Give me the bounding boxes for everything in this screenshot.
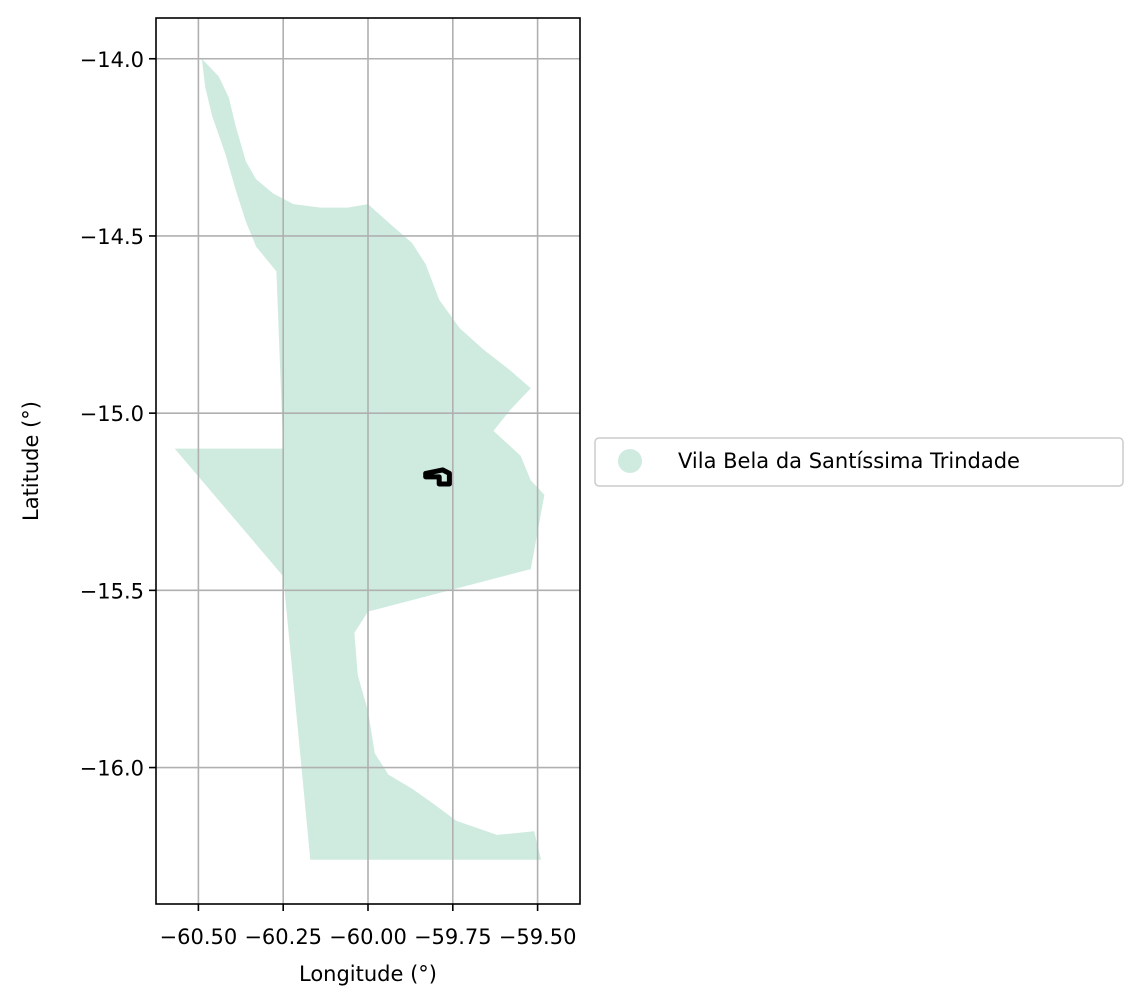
y-axis-ticks: −14.0 −14.5 −15.0 −15.5 −16.0 — [80, 48, 156, 781]
y-tick-label: −14.0 — [80, 48, 144, 72]
x-tick-label: −60.50 — [160, 925, 238, 949]
region-polygon — [174, 58, 545, 860]
x-tick-label: −60.00 — [329, 925, 407, 949]
y-tick-label: −16.0 — [80, 757, 144, 781]
legend: Vila Bela da Santíssima Trindade — [594, 437, 1124, 487]
grid-lines — [156, 18, 580, 904]
site-outline — [423, 467, 452, 487]
x-tick-label: −59.50 — [499, 925, 577, 949]
legend-box — [594, 437, 1124, 487]
legend-label: Vila Bela da Santíssima Trindade — [678, 449, 1020, 473]
x-axis-ticks: −60.50 −60.25 −60.00 −59.75 −59.50 — [160, 904, 577, 949]
x-axis-title: Longitude (°) — [299, 962, 437, 986]
x-tick-label: −59.75 — [414, 925, 492, 949]
feature-polygon — [423, 467, 452, 487]
municipality-region — [174, 58, 545, 860]
y-axis-title: Latitude (°) — [19, 401, 43, 521]
y-tick-label: −15.0 — [80, 402, 144, 426]
x-tick-label: −60.25 — [244, 925, 322, 949]
y-tick-label: −15.5 — [80, 579, 144, 603]
legend-swatch — [618, 449, 642, 473]
y-tick-label: −14.5 — [80, 225, 144, 249]
